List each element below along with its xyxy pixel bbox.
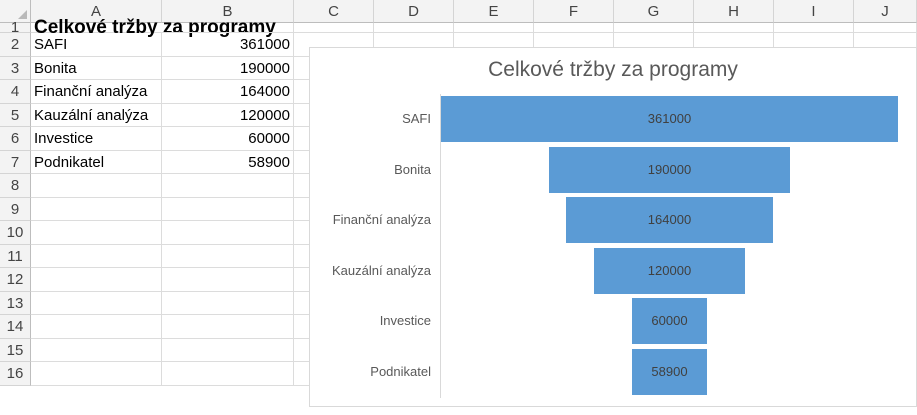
cell-a3[interactable]: Bonita bbox=[31, 57, 162, 80]
cell-b9[interactable] bbox=[162, 198, 294, 221]
category-label-5: Investice bbox=[379, 313, 431, 329]
row-header-11[interactable]: 11 bbox=[0, 245, 31, 268]
row-header-7[interactable]: 7 bbox=[0, 151, 31, 174]
funnel-bar-1[interactable] bbox=[441, 96, 898, 143]
funnel-chart[interactable]: Celkové tržby za programy 361000 SAFI 1900… bbox=[309, 47, 917, 407]
cell-a13[interactable] bbox=[31, 292, 162, 315]
column-header-a[interactable]: A bbox=[31, 0, 162, 23]
category-label-6: Podnikatel bbox=[370, 363, 431, 379]
cell-b10[interactable] bbox=[162, 221, 294, 245]
data-label-5: 60000 bbox=[651, 313, 688, 329]
column-header-e[interactable]: E bbox=[454, 0, 534, 23]
row-header-4[interactable]: 4 bbox=[0, 80, 31, 104]
cell-a11[interactable] bbox=[31, 245, 162, 268]
cell-d1[interactable] bbox=[374, 23, 454, 33]
cell-b12[interactable] bbox=[162, 268, 294, 292]
cell-a4[interactable]: Finanční analýza bbox=[31, 80, 162, 104]
row-header-13[interactable]: 13 bbox=[0, 292, 31, 315]
column-header-g[interactable]: G bbox=[614, 0, 694, 23]
cell-i1[interactable] bbox=[774, 23, 854, 33]
row-header-10[interactable]: 10 bbox=[0, 221, 31, 245]
column-header-i[interactable]: I bbox=[774, 0, 854, 23]
cell-b5[interactable]: 120000 bbox=[162, 104, 294, 127]
cell-a14[interactable] bbox=[31, 315, 162, 339]
cell-b4[interactable]: 164000 bbox=[162, 80, 294, 104]
data-label-3: 164000 bbox=[647, 212, 692, 228]
select-all-corner[interactable] bbox=[0, 0, 31, 23]
row-header-15[interactable]: 15 bbox=[0, 339, 31, 362]
cell-b1[interactable] bbox=[162, 23, 294, 33]
cell-b13[interactable] bbox=[162, 292, 294, 315]
cell-b16[interactable] bbox=[162, 362, 294, 386]
category-label-1: SAFI bbox=[402, 111, 431, 127]
funnel-bar-4[interactable] bbox=[593, 247, 746, 294]
cell-f1[interactable] bbox=[534, 23, 614, 33]
chart-axis-line bbox=[440, 94, 441, 398]
cell-g1[interactable] bbox=[614, 23, 694, 33]
category-label-4: Kauzální analýza bbox=[331, 262, 431, 278]
data-label-1: 361000 bbox=[647, 111, 692, 127]
cell-a7[interactable]: Podnikatel bbox=[31, 151, 162, 174]
column-header-d[interactable]: D bbox=[374, 0, 454, 23]
row-header-3[interactable]: 3 bbox=[0, 57, 31, 80]
column-header-b[interactable]: B bbox=[162, 0, 294, 23]
cell-b11[interactable] bbox=[162, 245, 294, 268]
cell-b15[interactable] bbox=[162, 339, 294, 362]
row-header-14[interactable]: 14 bbox=[0, 315, 31, 339]
cell-a8[interactable] bbox=[31, 174, 162, 198]
row-header-12[interactable]: 12 bbox=[0, 268, 31, 292]
row-header-6[interactable]: 6 bbox=[0, 127, 31, 151]
cell-a1[interactable]: Celkové tržby za programy bbox=[31, 18, 276, 37]
column-header-c[interactable]: C bbox=[294, 0, 374, 23]
cell-h1[interactable] bbox=[694, 23, 774, 33]
cell-e1[interactable] bbox=[454, 23, 534, 33]
funnel-bar-3[interactable] bbox=[565, 197, 774, 244]
cell-b2[interactable]: 361000 bbox=[162, 33, 294, 57]
funnel-bar-2[interactable] bbox=[549, 146, 790, 193]
row-header-8[interactable]: 8 bbox=[0, 174, 31, 198]
column-header-j[interactable]: J bbox=[854, 0, 917, 23]
cell-a2[interactable]: SAFI bbox=[31, 33, 162, 57]
cell-a15[interactable] bbox=[31, 339, 162, 362]
row-header-16[interactable]: 16 bbox=[0, 362, 31, 386]
row-header-5[interactable]: 5 bbox=[0, 104, 31, 127]
category-label-2: Bonita bbox=[394, 161, 431, 177]
cell-b14[interactable] bbox=[162, 315, 294, 339]
funnel-bar-5[interactable] bbox=[631, 298, 708, 345]
cell-c1[interactable] bbox=[294, 23, 374, 33]
cell-b7[interactable]: 58900 bbox=[162, 151, 294, 174]
row-header-1[interactable]: 1 bbox=[0, 20, 31, 35]
cell-b3[interactable]: 190000 bbox=[162, 57, 294, 80]
cell-a12[interactable] bbox=[31, 268, 162, 292]
cell-j1[interactable] bbox=[854, 23, 917, 33]
chart-title: Celkové tržby za programy bbox=[488, 58, 738, 81]
row-header-2[interactable]: 2 bbox=[0, 33, 31, 57]
column-header-f[interactable]: F bbox=[534, 0, 614, 23]
cell-b8[interactable] bbox=[162, 174, 294, 198]
data-label-2: 190000 bbox=[647, 161, 692, 177]
cell-a10[interactable] bbox=[31, 221, 162, 245]
cell-a6[interactable]: Investice bbox=[31, 127, 162, 151]
funnel-bar-6[interactable] bbox=[632, 348, 707, 395]
cell-a9[interactable] bbox=[31, 198, 162, 221]
row-header-9[interactable]: 9 bbox=[0, 198, 31, 221]
column-header-h[interactable]: H bbox=[694, 0, 774, 23]
data-label-6: 58900 bbox=[651, 363, 688, 379]
cell-a16[interactable] bbox=[31, 362, 162, 386]
category-label-3: Finanční analýza bbox=[332, 212, 431, 228]
cell-b6[interactable]: 60000 bbox=[162, 127, 294, 151]
data-label-4: 120000 bbox=[647, 262, 692, 278]
cell-a5[interactable]: Kauzální analýza bbox=[31, 104, 162, 127]
